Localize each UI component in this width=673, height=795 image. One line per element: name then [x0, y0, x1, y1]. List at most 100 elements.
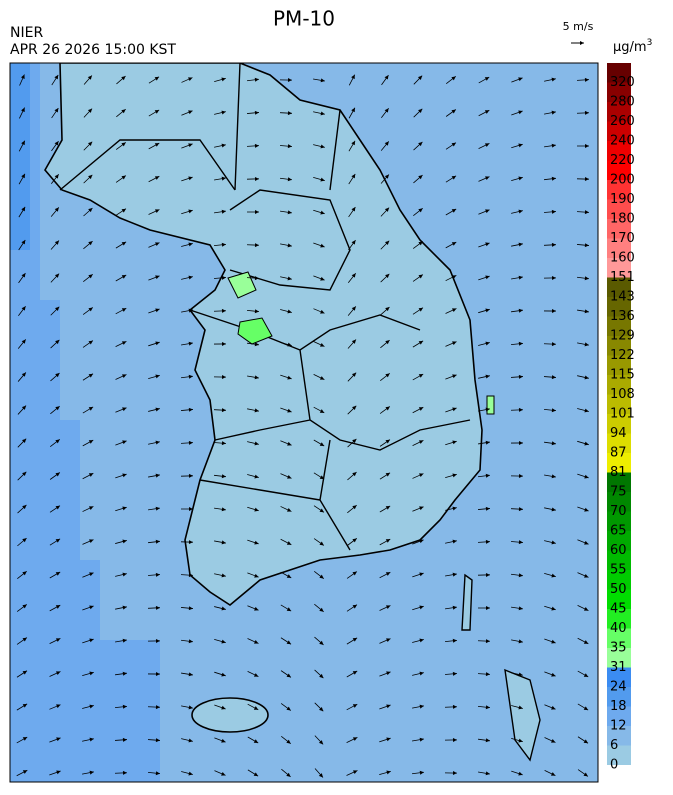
wind-arrowhead: [89, 737, 94, 742]
wind-arrowhead: [254, 110, 259, 115]
wind-arrowhead: [451, 175, 457, 180]
wind-arrowhead: [551, 342, 556, 347]
wind-arrowhead: [122, 638, 127, 643]
wind-arrowhead: [188, 308, 193, 313]
wind-arrowhead: [452, 473, 457, 478]
wind-arrowhead: [351, 107, 355, 113]
wind-arrowhead: [121, 208, 127, 213]
colorbar-label: 143: [610, 290, 635, 305]
wind-arrowhead: [122, 473, 127, 478]
wind-arrowhead: [22, 670, 28, 675]
wind-arrowhead: [583, 607, 589, 611]
wind-arrowhead: [452, 704, 457, 709]
wind-arrowhead: [154, 143, 160, 147]
wind-arrowhead: [254, 606, 259, 611]
wind-arrowhead: [551, 309, 556, 314]
colorbar-label: 31: [610, 660, 627, 675]
wind-arrowhead: [21, 372, 26, 377]
wind-arrowhead: [418, 374, 424, 378]
wind-arrowhead: [122, 704, 127, 709]
wind-arrowhead: [88, 274, 93, 279]
wind-arrowhead: [253, 706, 259, 710]
wind-arrowhead: [485, 572, 490, 577]
wind-arrowhead: [320, 111, 325, 116]
wind-arrowhead: [88, 241, 93, 246]
colorbar-label: 75: [610, 485, 627, 500]
colorbar-label: 136: [610, 309, 635, 324]
colorbar-label: 115: [610, 368, 635, 383]
wind-arrowhead: [54, 207, 59, 212]
colorbar-segment: [607, 414, 631, 434]
wind-arrowhead: [155, 539, 160, 544]
wind-arrowhead: [485, 771, 490, 776]
wind-arrowhead: [320, 177, 325, 182]
wind-arrowhead: [452, 539, 457, 544]
colorbar-segment: [607, 472, 631, 492]
wind-arrowhead: [55, 406, 60, 411]
colorbar-segment: [607, 648, 631, 668]
wind-arrowhead: [452, 737, 457, 742]
colorbar-segment: [607, 726, 631, 746]
timestamp: APR 26 2026 15:00 KST: [10, 42, 176, 58]
wind-arrowhead: [54, 240, 59, 245]
wind-arrowhead: [485, 176, 490, 181]
wind-arrowhead: [518, 573, 523, 578]
colorbar-label: 94: [610, 426, 627, 441]
wind-arrowhead: [87, 141, 93, 146]
colorbar-segment: [607, 277, 631, 297]
wind-arrowhead: [583, 772, 588, 777]
wind-arrowhead: [287, 309, 292, 314]
wind-arrowhead: [550, 739, 556, 743]
wind-arrowhead: [54, 108, 59, 113]
wind-arrowhead: [386, 671, 391, 676]
colorbar: 0 6 12 18 24 31 35 40 45 50 55 60 65 70 75 81 87 94 101 108…: [607, 63, 635, 773]
wind-arrowhead: [485, 506, 490, 511]
wind-arrowhead: [88, 406, 94, 411]
wind-arrowhead: [551, 176, 556, 181]
wind-arrowhead: [551, 672, 556, 677]
wind-arrowhead: [518, 672, 523, 677]
wind-arrowhead: [452, 605, 457, 610]
wind-arrowhead: [20, 74, 25, 79]
wind-arrowhead: [551, 606, 556, 611]
wind-arrowhead: [485, 440, 490, 445]
pollution-patch: [486, 395, 495, 415]
wind-arrowhead: [122, 605, 127, 610]
wind-arrowhead: [22, 504, 27, 510]
wind-arrowhead: [386, 770, 391, 775]
wind-arrowhead: [384, 207, 390, 212]
wind-arrowhead: [154, 176, 160, 180]
colorbar-label: 35: [610, 641, 627, 656]
wind-arrowhead: [188, 341, 193, 346]
wind-arrowhead: [188, 77, 193, 82]
wind-arrowhead: [254, 507, 259, 512]
wind-arrowhead: [254, 342, 259, 347]
wind-arrowhead: [352, 637, 358, 642]
colorbar-segment: [607, 550, 631, 570]
wind-arrowhead: [518, 209, 523, 214]
wind-arrowhead: [287, 111, 292, 116]
colorbar-label: 40: [610, 621, 627, 636]
wind-arrowhead: [319, 607, 324, 612]
wind-arrowhead: [254, 375, 259, 380]
wind-arrowhead: [88, 307, 93, 312]
wind-arrowhead: [21, 339, 26, 344]
wind-arrowhead: [122, 671, 127, 676]
unit: μg/m3: [613, 38, 652, 55]
colorbar-segment: [607, 63, 631, 83]
wind-arrowhead: [352, 505, 357, 510]
wind-arrowhead: [55, 306, 60, 312]
wind-arrowhead: [287, 474, 292, 479]
colorbar-label: 6: [610, 738, 618, 753]
wind-arrowhead: [155, 275, 160, 280]
wind-arrowhead: [55, 505, 60, 510]
wind-arrowhead: [56, 737, 61, 742]
wind-arrowhead: [122, 572, 127, 577]
wind-arrowhead: [518, 143, 523, 148]
wind-arrowhead: [188, 374, 193, 379]
wind-arrowhead: [221, 705, 226, 710]
wind-arrowhead: [551, 474, 556, 479]
wind-arrowhead: [21, 239, 26, 245]
wind-arrowhead: [155, 605, 160, 610]
